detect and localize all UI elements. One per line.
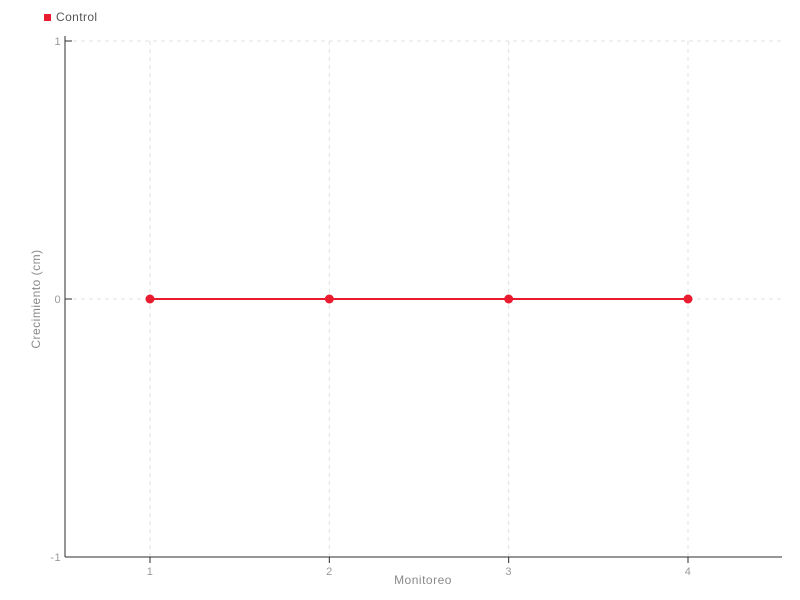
data-point[interactable]	[324, 294, 334, 304]
x-axis-title: Monitoreo	[394, 573, 452, 587]
data-point[interactable]	[504, 294, 514, 304]
data-point[interactable]	[683, 294, 693, 304]
y-tick-label: 1	[54, 36, 61, 48]
axes	[64, 36, 782, 563]
y-axis-title: Crecimiento (cm)	[29, 249, 43, 348]
legend-swatch-control[interactable]	[44, 13, 51, 21]
y-tick-label: 0	[54, 294, 61, 306]
data-point[interactable]	[145, 294, 155, 304]
x-tick-label: 3	[505, 566, 512, 578]
legend: Control	[44, 10, 97, 24]
x-tick-label: 1	[147, 566, 154, 578]
y-tick-label: -1	[50, 552, 61, 564]
x-tick-label: 4	[685, 566, 692, 578]
series-control	[145, 294, 693, 304]
x-tick-label: 2	[326, 566, 333, 578]
tick-labels: 1 0 -1 1 2 3 4	[50, 36, 692, 578]
legend-label-control[interactable]: Control	[56, 10, 98, 24]
